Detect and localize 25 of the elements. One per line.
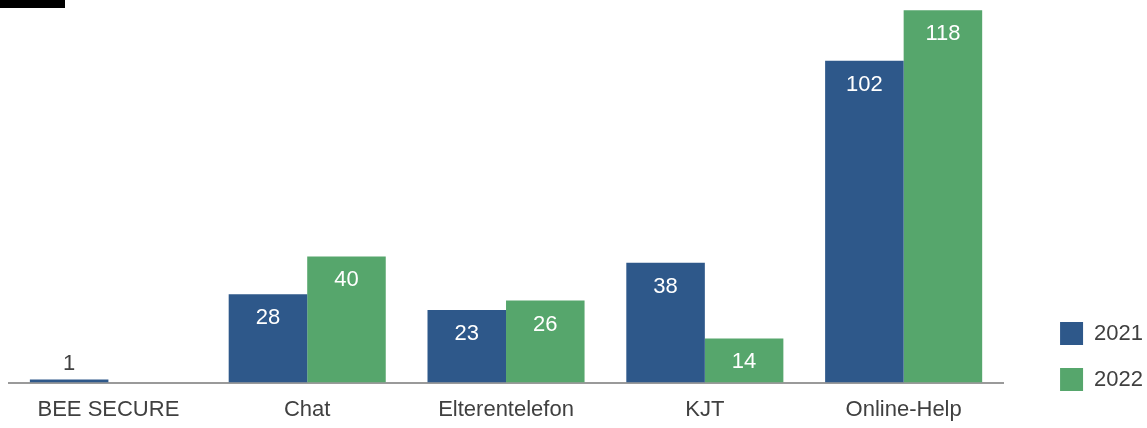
bar: [29, 379, 109, 383]
x-tick-label: KJT: [685, 395, 725, 421]
bar: [704, 338, 784, 383]
x-tick-label: BEE SECURE: [37, 395, 180, 421]
data-label: 26: [533, 310, 558, 336]
data-label: 1: [63, 349, 76, 375]
data-label: 38: [653, 272, 678, 298]
data-label: 40: [334, 266, 359, 292]
data-label: 118: [925, 20, 961, 46]
x-tick-label: Elterentelefon: [438, 395, 574, 421]
data-label: 102: [846, 70, 883, 96]
bar: [506, 300, 585, 383]
data-label: 14: [731, 348, 757, 374]
bar: [626, 262, 705, 383]
legend-label: 2022: [1094, 365, 1144, 391]
bar: [307, 256, 386, 383]
bar: [228, 294, 308, 383]
x-tick-label: Chat: [283, 395, 331, 421]
bar: [903, 10, 983, 383]
data-label: 23: [454, 320, 480, 346]
x-tick-label: Online-Help: [845, 395, 962, 421]
legend-label: 2021: [1094, 319, 1144, 345]
bar: [427, 310, 507, 383]
data-label: 28: [255, 304, 281, 330]
bar: [825, 60, 904, 383]
